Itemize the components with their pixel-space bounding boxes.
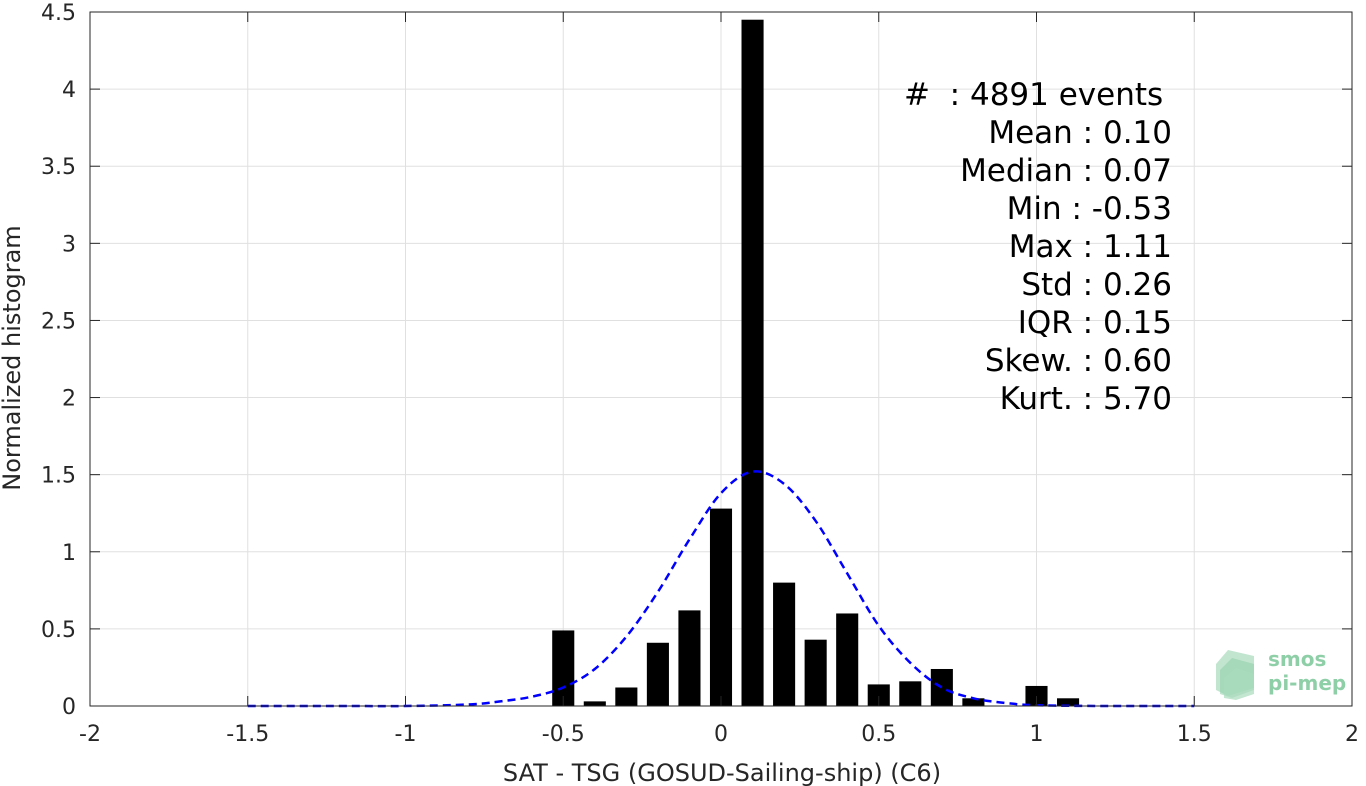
smos-pimep-logo: smos pi-mep bbox=[1216, 647, 1346, 700]
histogram-bar bbox=[678, 610, 701, 706]
x-tick-label: 0 bbox=[714, 722, 728, 747]
histogram-bar bbox=[1057, 698, 1080, 706]
histogram-bar bbox=[836, 613, 859, 706]
x-tick-label: 0.5 bbox=[861, 722, 896, 747]
histogram-bar bbox=[583, 701, 606, 706]
stat-line: Median : 0.07 bbox=[960, 153, 1172, 189]
histogram-bar bbox=[962, 698, 985, 706]
logo-text-line2: pi-mep bbox=[1268, 671, 1346, 695]
y-tick-label: 1 bbox=[62, 541, 76, 566]
x-tick-label: -0.5 bbox=[542, 722, 585, 747]
x-axis-label: SAT - TSG (GOSUD-Sailing-ship) (C6) bbox=[503, 759, 941, 786]
histogram-bar bbox=[804, 639, 827, 706]
histogram-bar bbox=[552, 630, 575, 706]
histogram-bar bbox=[646, 642, 669, 706]
y-tick-label: 1.5 bbox=[41, 464, 76, 489]
y-tick-label: 4 bbox=[62, 78, 76, 103]
x-tick-label: -2 bbox=[79, 722, 101, 747]
stat-line: Min : -0.53 bbox=[1006, 191, 1172, 227]
x-tick-label: 2 bbox=[1345, 722, 1359, 747]
grid-lines bbox=[89, 11, 1353, 707]
y-tick-label: 3 bbox=[62, 232, 76, 257]
stat-line: IQR : 0.15 bbox=[1017, 305, 1172, 341]
histogram-bar bbox=[1025, 685, 1048, 706]
histogram-bar bbox=[741, 19, 764, 706]
y-tick-label: 3.5 bbox=[41, 155, 76, 180]
stat-line: Mean : 0.10 bbox=[988, 115, 1172, 151]
stat-line: # : 4891 events bbox=[904, 77, 1164, 113]
histogram-bars bbox=[552, 19, 1080, 706]
y-tick-label: 2.5 bbox=[41, 309, 76, 334]
stat-line: Std : 0.26 bbox=[1021, 267, 1172, 303]
y-axis-label: Normalized histogram bbox=[0, 225, 26, 490]
y-tick-label: 4.5 bbox=[41, 1, 76, 26]
histogram-bar bbox=[930, 668, 953, 706]
y-tick-labels: 0 0.5 1 1.5 2 2.5 3 3.5 4 4.5 bbox=[41, 1, 76, 720]
histogram-bar bbox=[867, 684, 890, 706]
y-tick-label: 0.5 bbox=[41, 618, 76, 643]
stat-line: Skew. : 0.60 bbox=[984, 343, 1172, 379]
axes bbox=[89, 11, 1353, 707]
histogram-bar bbox=[899, 681, 922, 706]
histogram-bar bbox=[709, 508, 733, 706]
normal-fit-curve bbox=[247, 470, 1195, 708]
stat-line: Max : 1.11 bbox=[1008, 229, 1172, 265]
y-tick-label: 0 bbox=[62, 695, 76, 720]
logo-waves-icon bbox=[1216, 650, 1254, 700]
histogram-bar bbox=[773, 582, 796, 706]
y-tick-label: 2 bbox=[62, 387, 76, 412]
x-tick-label: -1.5 bbox=[226, 722, 269, 747]
x-tick-labels: -2 -1.5 -1 -0.5 0 0.5 1 1.5 2 bbox=[79, 722, 1359, 747]
histogram-bar bbox=[615, 687, 638, 706]
statistics-box: # : 4891 events Mean : 0.10 Median : 0.07 M… bbox=[880, 76, 1172, 418]
x-tick-label: 1 bbox=[1030, 722, 1044, 747]
logo-text-line1: smos bbox=[1268, 647, 1326, 671]
x-tick-label: 1.5 bbox=[1177, 722, 1212, 747]
stat-line: Kurt. : 5.70 bbox=[999, 381, 1172, 417]
x-tick-label: -1 bbox=[395, 722, 417, 747]
